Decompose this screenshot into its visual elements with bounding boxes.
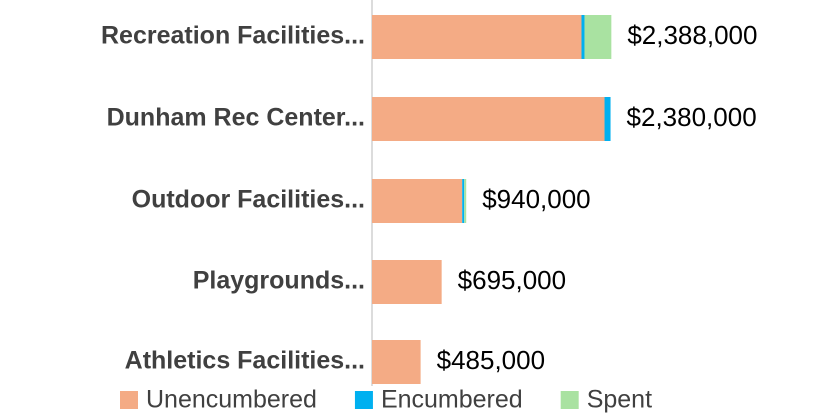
bar-segment <box>372 340 421 384</box>
total-label: $695,000 <box>458 265 566 295</box>
legend-swatch <box>120 391 138 409</box>
legend-label: Unencumbered <box>146 386 317 414</box>
legend-label: Spent <box>587 386 652 414</box>
bar-segment <box>464 179 467 223</box>
y-tick-label: Outdoor Facilities... <box>132 186 365 214</box>
bar-segment <box>604 97 611 141</box>
bar-segment <box>372 179 463 223</box>
bar-segment <box>581 15 585 59</box>
bar-segment <box>372 97 605 141</box>
legend-swatch <box>354 391 373 409</box>
total-label: $2,380,000 <box>627 102 757 132</box>
total-label: $940,000 <box>482 184 590 214</box>
y-tick-label: Athletics Facilities... <box>125 347 365 375</box>
legend-label: Encumbered <box>381 386 523 414</box>
bar-segment <box>584 15 612 59</box>
y-tick-label: Dunham Rec Center... <box>107 104 365 132</box>
y-tick-label: Playgrounds... <box>193 267 365 295</box>
legend-swatch <box>560 391 579 409</box>
total-label: $485,000 <box>437 345 545 375</box>
bar-segment <box>372 15 582 59</box>
total-label: $2,388,000 <box>627 20 757 50</box>
y-tick-label: Recreation Facilities... <box>101 22 365 50</box>
bar-segment <box>372 260 442 304</box>
bar-segment <box>462 179 465 223</box>
